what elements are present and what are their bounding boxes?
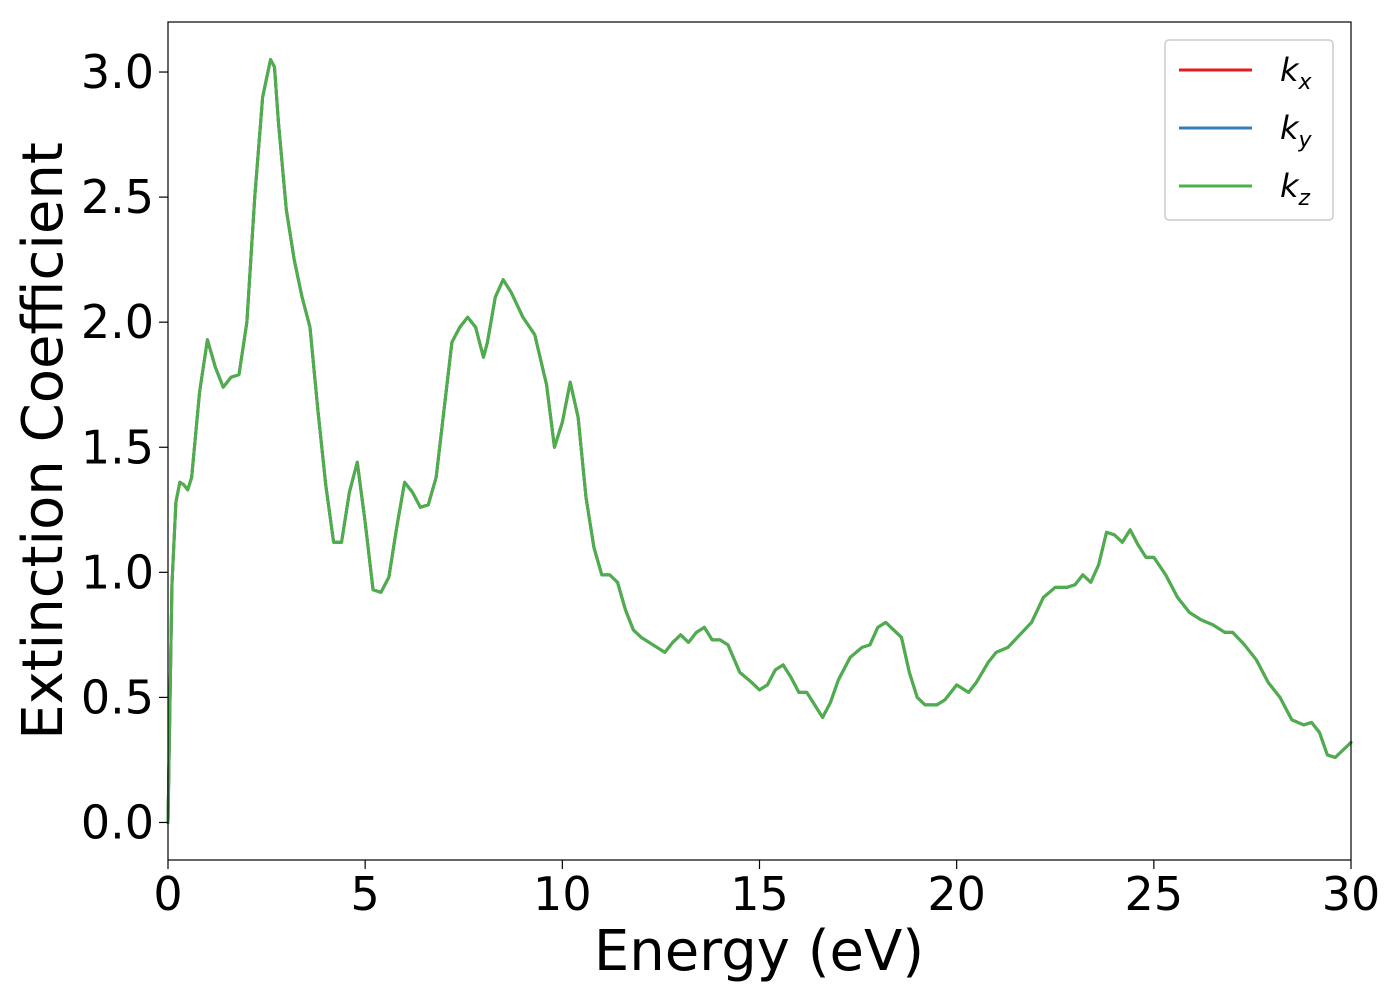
x-tick-label: 20 (927, 867, 986, 921)
x-tick-label: 5 (351, 867, 380, 921)
y-axis-label: Extinction Coefficient (11, 142, 76, 740)
legend: kx ky kz (1164, 39, 1334, 221)
legend-label-k_z: kz (1280, 167, 1311, 211)
y-tick-label: 3.0 (81, 45, 154, 99)
y-tick-label: 2.0 (81, 295, 154, 349)
x-tick-label: 15 (730, 867, 789, 921)
x-tick-label: 25 (1125, 867, 1184, 921)
x-axis-label: Energy (eV) (594, 919, 924, 984)
y-tick-label: 0.0 (81, 795, 154, 849)
y-tick-label: 2.5 (81, 170, 154, 224)
plot-area (166, 58, 1353, 824)
series-line-k_z (166, 58, 1353, 824)
y-tick-label: 0.5 (81, 670, 154, 724)
legend-box (1164, 39, 1334, 221)
legend-label-k_y: ky (1280, 109, 1313, 153)
x-tick-label: 0 (153, 867, 182, 921)
x-tick-label: 30 (1322, 867, 1381, 921)
x-tick-label: 10 (533, 867, 592, 921)
y-axis: 0.0 0.5 1.0 1.5 2.0 2.5 3.0 (81, 45, 168, 849)
x-axis: 0 5 10 15 20 25 30 (153, 860, 1380, 921)
y-tick-label: 1.5 (81, 420, 154, 474)
y-tick-label: 1.0 (81, 545, 154, 599)
legend-label-k_x: kx (1280, 51, 1313, 95)
